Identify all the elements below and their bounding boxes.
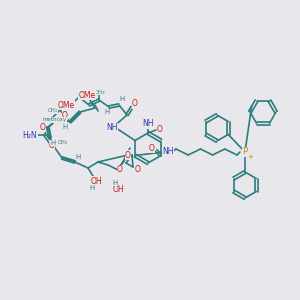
Text: O: O	[40, 122, 46, 131]
Text: O: O	[132, 100, 138, 109]
Text: NH: NH	[162, 148, 174, 157]
Text: H: H	[50, 140, 56, 146]
Text: H: H	[112, 180, 118, 186]
Text: OH: OH	[112, 185, 124, 194]
Text: OMe: OMe	[57, 100, 75, 109]
Text: P: P	[242, 148, 248, 157]
Text: CH₃: CH₃	[48, 109, 58, 113]
Text: OH: OH	[90, 176, 102, 185]
Text: O: O	[157, 125, 163, 134]
Text: H: H	[89, 185, 94, 191]
Text: +: +	[247, 154, 253, 160]
Text: CH₃: CH₃	[93, 89, 105, 94]
Text: H: H	[119, 96, 124, 102]
Text: O: O	[117, 166, 123, 175]
Text: O: O	[135, 164, 141, 173]
Text: H: H	[62, 124, 68, 130]
Text: O: O	[62, 110, 68, 119]
Text: H: H	[75, 154, 81, 160]
Text: OMe: OMe	[78, 91, 96, 100]
Text: CH₃: CH₃	[58, 140, 68, 146]
Text: NH: NH	[142, 119, 154, 128]
Text: O: O	[149, 144, 155, 153]
Text: O: O	[49, 140, 55, 149]
Text: H: H	[104, 109, 110, 115]
Text: NH: NH	[106, 124, 118, 133]
Text: O: O	[125, 151, 131, 160]
Text: H₂N: H₂N	[23, 130, 37, 140]
Text: methoxy: methoxy	[43, 118, 67, 122]
